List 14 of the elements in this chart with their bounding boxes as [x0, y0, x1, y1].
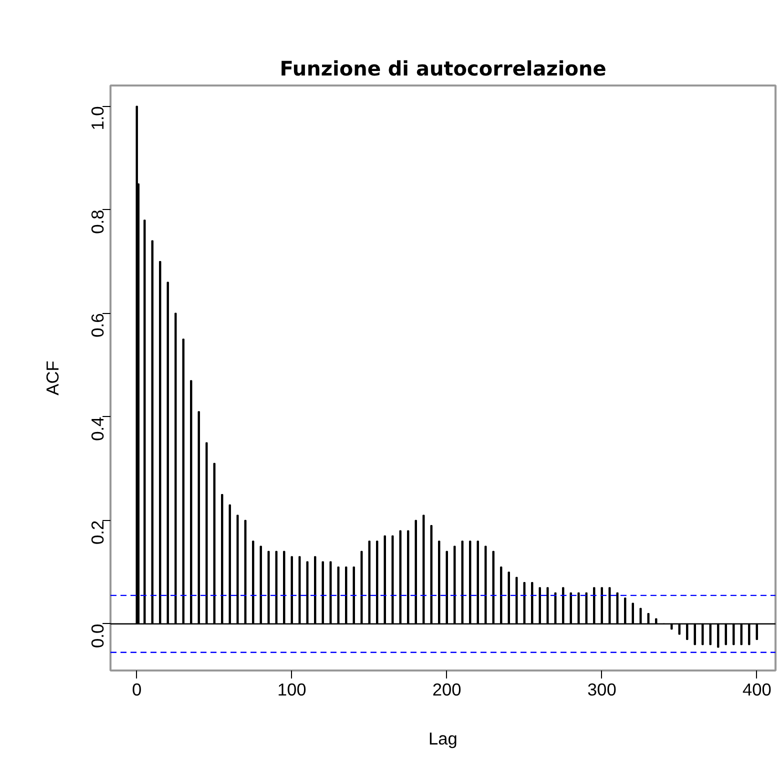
x-tick-label: 400: [742, 680, 772, 700]
chart-title: Funzione di autocorrelazione: [280, 56, 606, 80]
x-axis-title: Lag: [428, 728, 458, 748]
y-tick-label: 0.0: [88, 624, 108, 648]
y-tick-label: 1.0: [88, 106, 108, 130]
y-tick-label: 0.2: [88, 520, 108, 544]
x-tick-label: 200: [432, 680, 462, 700]
x-tick-label: 100: [277, 680, 306, 700]
x-tick-label: 0: [132, 680, 142, 700]
y-tick-label: 0.4: [88, 416, 108, 441]
y-axis-title: ACF: [42, 360, 62, 396]
y-tick-label: 0.8: [88, 210, 108, 234]
y-tick-label: 0.6: [88, 313, 108, 338]
x-tick-label: 300: [587, 680, 616, 700]
